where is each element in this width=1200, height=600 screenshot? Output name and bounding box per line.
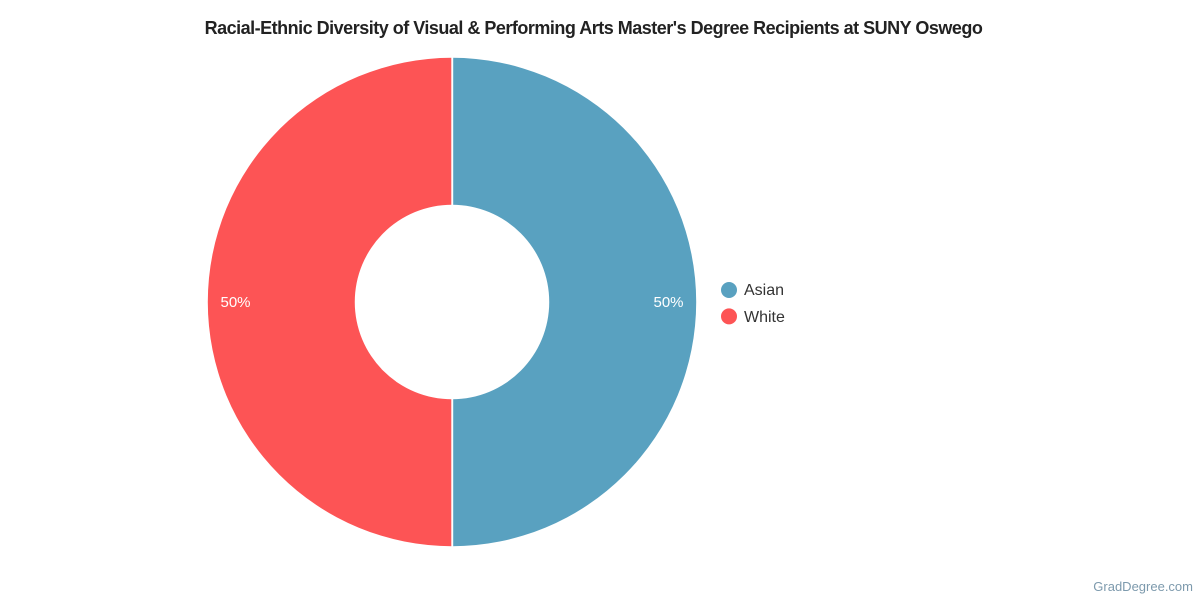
- svg-text:50%: 50%: [220, 294, 250, 311]
- svg-text:50%: 50%: [653, 294, 683, 311]
